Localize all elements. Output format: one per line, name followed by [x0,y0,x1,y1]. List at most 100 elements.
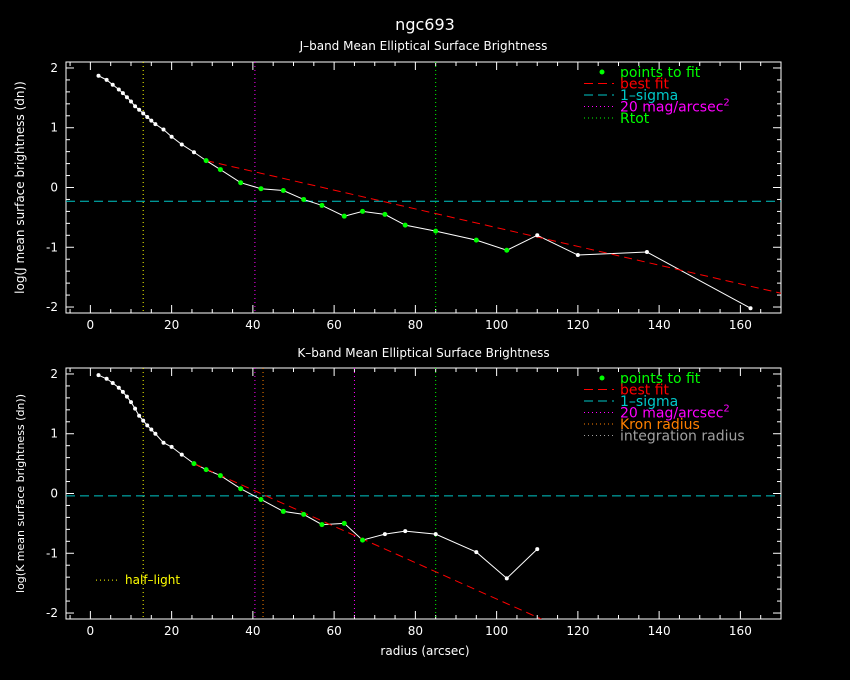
panel-title: J–band Mean Elliptical Surface Brightnes… [299,39,548,53]
x-tick-label: 40 [245,318,260,332]
fit-point [280,508,286,514]
legend-label-text: 1–sigma [620,394,678,410]
profile-point [110,82,115,87]
profile-point [535,547,540,552]
legend-label: integration radius [620,429,745,445]
legend-label-text: Rtot [620,111,650,127]
legend-label: best fit [620,383,670,399]
y-tick-label: 1 [50,121,58,135]
x-tick-label: 60 [326,318,341,332]
legend-label: 20 mag/arcsec2 [620,404,730,422]
fit-point [360,537,366,543]
x-tick-label: 160 [729,624,752,638]
x-tick-label: 80 [408,318,423,332]
fit-point [238,180,244,186]
x-tick-label: 100 [485,624,508,638]
x-tick-label: 80 [408,624,423,638]
legend-label-text: 1–sigma [620,88,678,104]
legend-label-superscript: 2 [723,98,729,109]
fit-point [433,228,439,234]
profile-point [137,413,142,418]
fit-point [301,196,307,202]
fit-point [402,222,408,228]
legend-label-superscript: 2 [723,404,729,415]
fit-point [280,187,286,193]
profile-point [179,142,184,147]
fit-point [504,247,510,253]
y-tick-label: -2 [46,606,58,620]
profile-point [161,127,166,132]
legend-label: points to fit [620,65,701,81]
fit-point [217,167,223,173]
profile-point [433,532,438,537]
x-tick-label: 120 [566,318,589,332]
x-tick-label: 0 [87,318,95,332]
profile-point [575,253,580,258]
legend-label: Kron radius [620,417,700,433]
profile-point [644,250,649,255]
profile-point [141,418,146,423]
profile-point [120,91,125,96]
fit-point [203,158,209,164]
profile-point [191,150,196,155]
y-tick-label: 0 [50,181,58,195]
best-fit-line [193,463,542,619]
plot-area [66,62,781,313]
profile-point [153,122,158,127]
fit-point [319,522,325,528]
profile-point [120,389,125,394]
x-tick-label: 60 [326,624,341,638]
y-tick-label: 2 [50,61,58,75]
legend-label: Rtot [620,111,650,127]
legend-label-text: integration radius [620,429,745,445]
x-tick-label: 140 [648,624,671,638]
profile-point [104,376,109,381]
j-band-panel: J–band Mean Elliptical Surface Brightnes… [13,39,782,332]
fit-point [217,473,223,479]
profile-point [133,406,138,411]
profile-point [104,77,109,82]
legend-label-text: best fit [620,77,670,93]
y-axis-label: log(J mean surface brightness (dn)) [13,81,27,294]
x-axis-label: radius (arcsec) [380,644,469,658]
y-tick-label: 1 [50,427,58,441]
profile-point [137,107,142,112]
profile-point [179,452,184,457]
profile-point [382,532,387,537]
x-tick-label: 160 [729,318,752,332]
x-tick-label: 20 [164,624,179,638]
fit-point [341,213,347,219]
profile-point [129,99,133,104]
legend-marker [599,375,605,381]
profile-point [145,423,150,428]
profile-point [116,385,121,390]
profile-point [504,576,509,581]
y-axis-label: log(K mean surface brightness (dn)) [14,394,27,593]
fit-point [258,186,264,192]
y-tick-label: -2 [46,300,58,314]
profile-point [169,444,174,449]
panel-title: K–band Mean Elliptical Surface Brightnes… [297,346,549,360]
fit-point [258,496,264,502]
profile-point [748,306,753,311]
x-tick-label: 140 [648,318,671,332]
profile-point [110,380,115,385]
legend-label: best fit [620,77,670,93]
fit-point [473,237,479,243]
fit-point [203,467,209,473]
legend-label: 20 mag/arcsec2 [620,98,730,116]
profile-point [96,373,101,378]
profile-point [474,550,479,555]
plot-area [66,368,781,619]
legend-label-text: Kron radius [620,417,700,433]
fit-point [301,511,307,517]
legend-label: 1–sigma [620,88,678,104]
profile-point [124,394,129,399]
profile-point [149,427,154,432]
profile-point [124,95,129,100]
profile-point [153,431,158,436]
fit-point [191,461,197,467]
fit-point [382,211,388,217]
figure-title: ngc693 [395,15,455,34]
legend-label: 1–sigma [620,394,678,410]
